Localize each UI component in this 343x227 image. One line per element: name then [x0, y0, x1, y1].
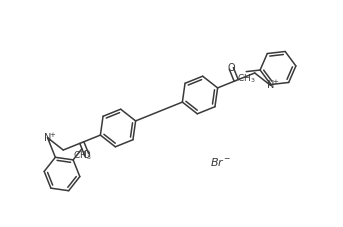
Text: N: N: [44, 133, 51, 143]
Text: O: O: [227, 63, 235, 73]
Text: CH$_3$: CH$_3$: [237, 73, 256, 85]
Text: +: +: [273, 79, 279, 85]
Text: CH$_3$: CH$_3$: [72, 150, 91, 162]
Text: Br$^-$: Br$^-$: [210, 156, 232, 168]
Text: O: O: [83, 150, 91, 160]
Text: N: N: [267, 80, 274, 90]
Text: +: +: [50, 132, 56, 138]
